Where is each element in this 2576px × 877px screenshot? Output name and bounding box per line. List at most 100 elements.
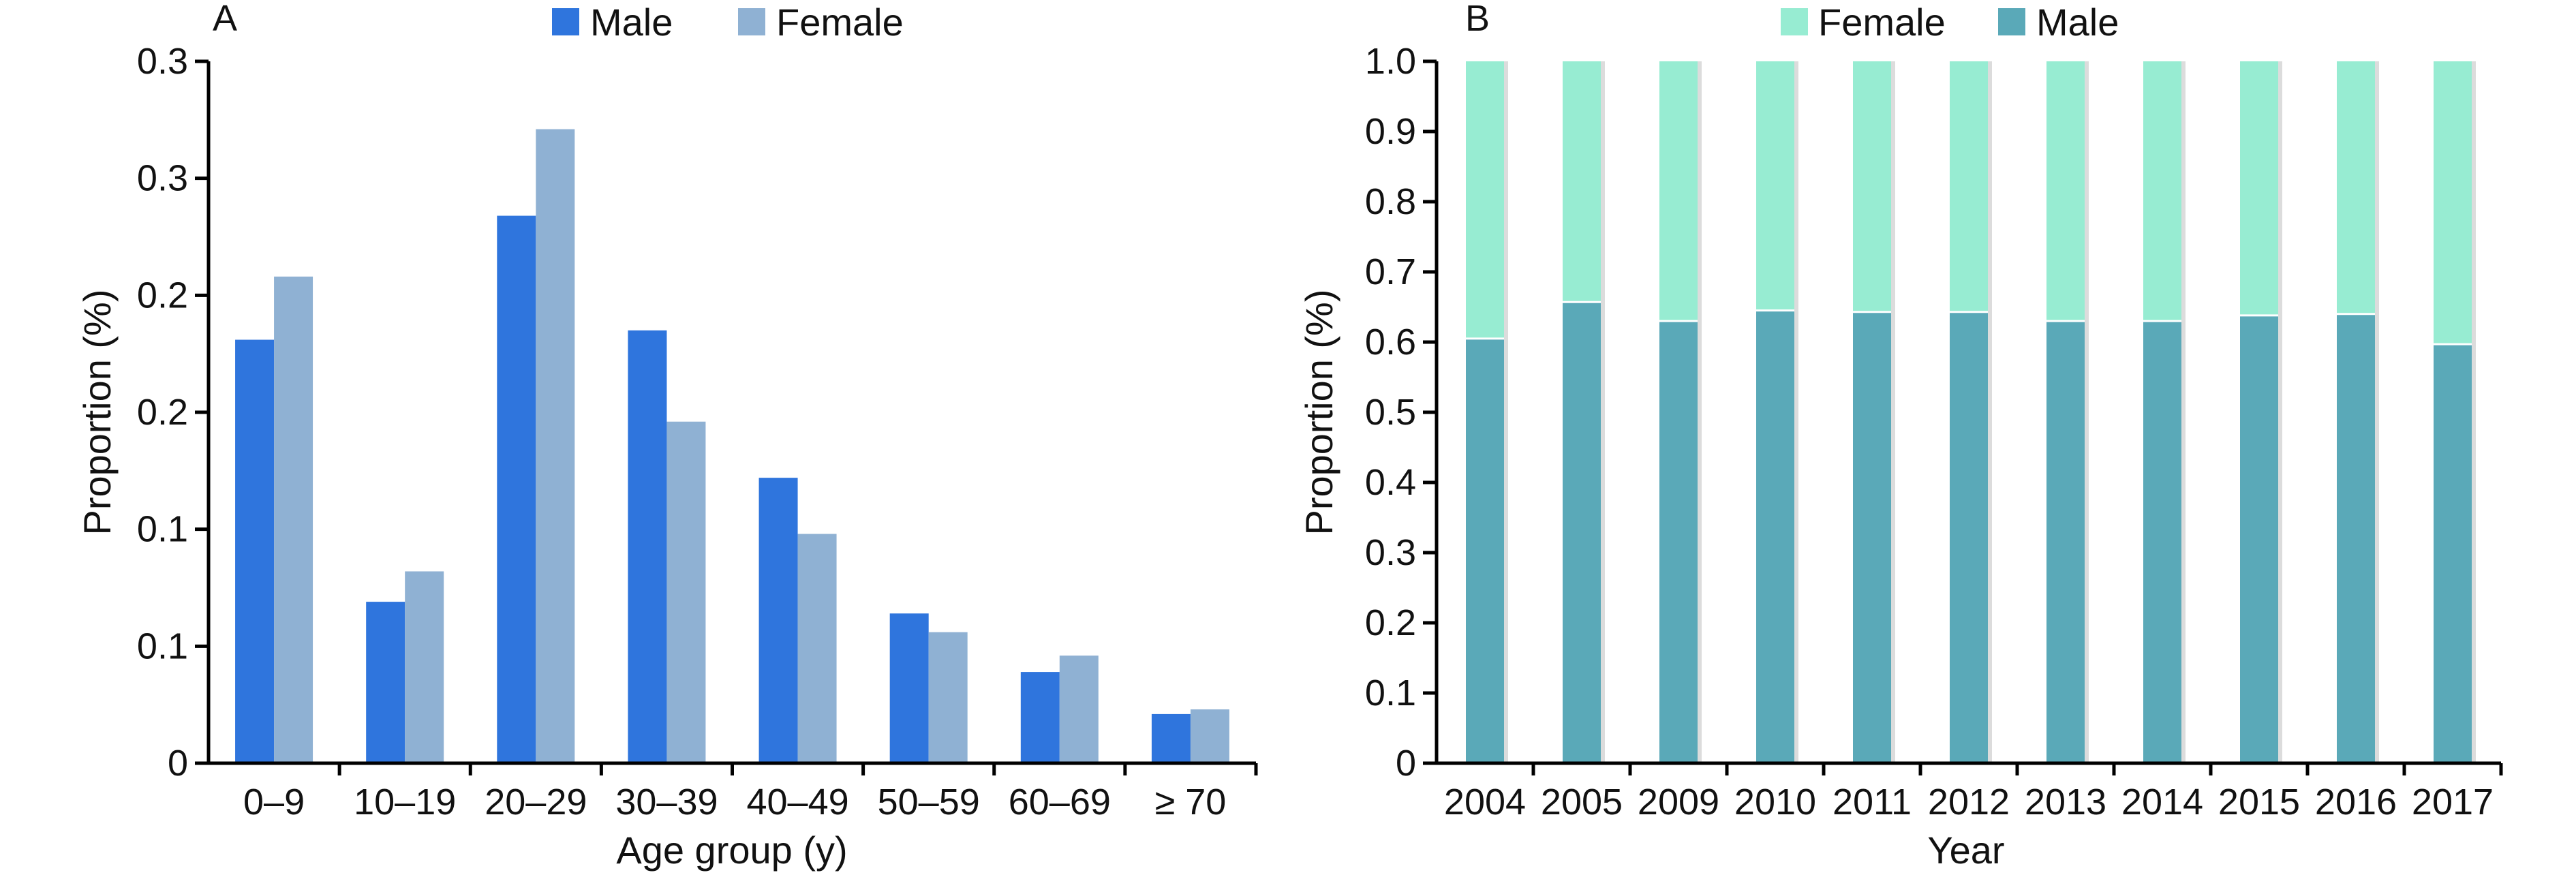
panel-a-x-axis-title: Age group (y) [616,829,847,872]
panel-a-y-tick-label: 0.3 [137,41,188,82]
bar-male-1 [366,602,405,763]
panel-a-bars [235,129,1229,764]
bar-male-6 [1020,672,1060,763]
bar-shadow-4 [1891,61,1895,763]
bar-female-7 [1190,709,1229,763]
panel-b-x-tick-label: 2015 [2218,782,2300,822]
bar-shadow-2 [1698,61,1702,763]
bar-shadow-1 [1601,61,1605,763]
panel-b-x-tick-label: 2017 [2412,782,2494,822]
panel-a-label: A [213,0,237,39]
panel-b-x-tick-label: 2011 [1833,782,1912,822]
bar-male-5 [889,613,929,763]
panel-a-y-tick-label: 0.1 [137,509,188,550]
bar-male-5 [1950,311,1988,764]
panel-b-x-tick-label: 2016 [2315,782,2397,822]
bar-male-8 [2240,315,2278,763]
legend-label-male: Male [590,1,673,44]
bar-female-2 [536,129,575,764]
panel-a-x-axis: 0–9 10–19 20–29 30–39 40–49 50–59 60–69 ≥ 70 [209,761,1258,822]
panel-b-x-tick-label: 2009 [1638,782,1719,822]
panel-b-x-axis-title: Year [1927,829,2004,872]
panel-b-y-tick-label: 0 [1396,743,1416,784]
panel-b-y-tick-label: 0.4 [1365,462,1416,503]
bar-female-2 [1659,61,1698,322]
panel-a-x-tick-label: 60–69 [1009,782,1111,822]
bar-female-6 [1059,656,1099,763]
bar-female-1 [1563,61,1601,303]
panel-b-x-tick-label: 2010 [1734,782,1816,822]
panel-b-y-tick-label: 1.0 [1365,41,1416,82]
bar-shadow-10 [2472,61,2476,763]
bar-female-4 [797,534,837,763]
panel-b-y-tick-label: 0.7 [1365,251,1416,292]
bar-female-5 [1950,61,1988,312]
bar-male-2 [497,215,536,764]
legend-label-female: Female [1818,1,1946,44]
panel-a: A Male Female 0 0.1 0.1 0.2 0.2 0.3 0.3 0–9 10–… [76,0,1258,872]
bar-male-7 [2143,321,2181,764]
panel-a-x-tick-label: 20–29 [485,782,587,822]
panel-b-y-tick-label: 0.3 [1365,532,1416,573]
bar-male-9 [2337,313,2375,763]
bar-female-1 [405,571,444,763]
bar-female-9 [2337,61,2375,314]
panel-b-y-axis-title: Proportion (%) [1298,289,1340,535]
panel-b-y-tick-label: 0.6 [1365,322,1416,363]
bar-male-7 [1151,713,1191,763]
panel-b-y-tick-label: 0.1 [1365,673,1416,713]
bar-male-4 [758,478,798,763]
panel-b-x-axis: 2004 2005 2009 2010 2011 2012 2013 2014 2015 2016… [1437,761,2503,822]
bar-shadow-6 [2085,61,2089,763]
panel-a-x-tick-label: 0–9 [243,782,305,822]
bar-shadow-7 [2181,61,2186,763]
panel-a-legend: Male Female [552,1,904,44]
panel-b-y-tick-label: 0.8 [1365,181,1416,222]
bar-male-1 [1563,302,1601,763]
panel-b-y-axis: 0 0.1 0.2 0.3 0.4 0.5 0.6 0.7 0.8 0.9 1.0 [1365,41,1439,784]
panel-b-x-tick-label: 2013 [2025,782,2106,822]
panel-a-x-tick-label: 30–39 [615,782,718,822]
bar-shadow-9 [2375,61,2379,763]
panel-b-label: B [1465,0,1490,39]
legend-swatch-male [1998,8,2025,35]
bar-male-0 [1466,338,1504,764]
bar-female-4 [1853,61,1891,312]
bar-female-5 [928,632,968,763]
panel-b-x-tick-label: 2005 [1541,782,1623,822]
bar-male-10 [2434,344,2472,764]
legend-swatch-female [738,8,765,35]
panel-a-x-tick-label: 10–19 [354,782,456,822]
panel-a-y-tick-label: 0.2 [137,392,188,433]
legend-swatch-female [1781,8,1808,35]
legend-label-female: Female [776,1,904,44]
panel-a-x-tick-label: 50–59 [878,782,980,822]
panel-a-y-tick-label: 0.2 [137,275,188,316]
panel-b-x-tick-label: 2012 [1928,782,2010,822]
panel-a-x-tick-label: 40–49 [746,782,848,822]
bar-female-3 [666,421,706,763]
panel-b-bars [1466,61,2476,764]
panel-a-y-tick-label: 0 [168,743,188,784]
bar-female-3 [1756,61,1794,311]
panel-b: B Female Male 00.10.20.30.40.50.60.70.80… [1298,0,2503,872]
bar-male-2 [1659,321,1698,764]
panel-b-x-tick-label: 2014 [2121,782,2203,822]
bar-female-7 [2143,61,2181,322]
panel-a-y-axis: 0 0.1 0.1 0.2 0.2 0.3 0.3 [137,41,211,784]
bar-male-4 [1853,311,1891,764]
bar-female-0 [1466,61,1504,339]
legend-label-male: Male [2036,1,2119,44]
bar-shadow-3 [1794,61,1798,763]
panel-b-y-tick-label: 0.2 [1365,602,1416,643]
panel-a-y-axis-title: Proportion (%) [76,289,119,535]
panel-a-y-tick-label: 0.1 [137,626,188,666]
panel-a-x-tick-label: ≥ 70 [1155,782,1227,822]
bar-male-3 [628,330,667,763]
bar-female-10 [2434,61,2472,345]
panel-b-y-tick-label: 0.9 [1365,111,1416,152]
bar-shadow-8 [2278,61,2282,763]
panel-b-legend: Female Male [1781,1,2119,44]
bar-male-0 [235,339,275,764]
bar-female-6 [2046,61,2085,322]
